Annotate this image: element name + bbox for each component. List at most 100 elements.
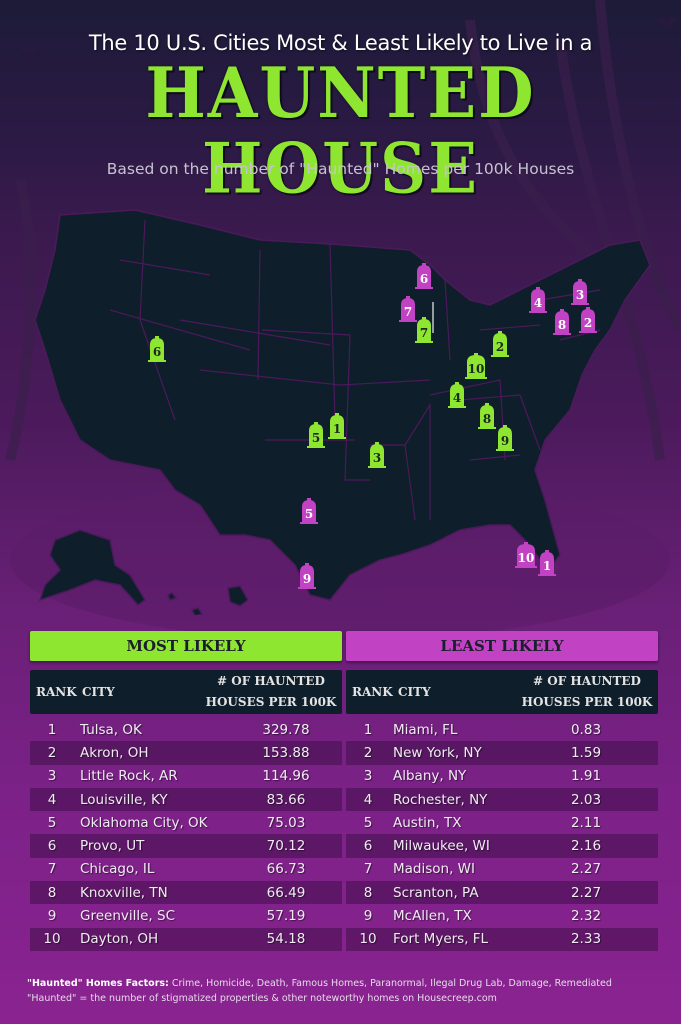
table-row: 8 Scranton, PA 2.27 — [346, 881, 658, 905]
city-cell: McAllen, TX — [393, 908, 472, 925]
rank-cell: 3 — [363, 768, 373, 785]
tombstone-icon — [415, 263, 433, 289]
rank-cell: 10 — [43, 931, 61, 948]
city-cell: Akron, OH — [80, 744, 149, 761]
header-city: CITY — [398, 685, 431, 699]
tombstone-icon — [148, 336, 166, 362]
marker-rank: 10 — [467, 361, 485, 376]
factors-label: "Haunted" Homes Factors: — [27, 978, 169, 989]
value-cell: 329.78 — [262, 721, 310, 738]
city-cell: Rochester, NY — [393, 791, 488, 808]
marker-rank: 8 — [482, 411, 492, 426]
value-cell: 1.59 — [570, 744, 602, 761]
tombstone-marker-least-2: 2 — [579, 307, 597, 333]
city-cell: Chicago, IL — [80, 861, 155, 878]
table-row: 5 Austin, TX 2.11 — [346, 811, 658, 834]
tombstone-icon — [415, 317, 433, 343]
marker-rank: 5 — [311, 430, 321, 445]
tombstone-marker-most-3: 3 — [368, 442, 386, 468]
table-row: 1 Miami, FL 0.83 — [346, 718, 658, 741]
value-cell: 70.12 — [266, 838, 306, 855]
value-cell: 2.16 — [570, 838, 602, 855]
marker-rank: 6 — [419, 271, 429, 286]
factors-note: "Haunted" Homes Factors: Crime, Homicide… — [27, 976, 667, 991]
marker-rank: 2 — [495, 339, 505, 354]
header-count-line1: # OF HAUNTED — [533, 674, 641, 688]
tombstone-marker-least-5: 5 — [300, 498, 318, 524]
table-row: 7 Chicago, IL 66.73 — [30, 858, 342, 881]
rank-cell: 9 — [363, 908, 373, 925]
marker-rank: 10 — [517, 550, 535, 565]
tombstone-icon — [491, 331, 509, 357]
city-cell: Tulsa, OK — [80, 721, 142, 738]
tombstone-marker-most-7: 7 — [415, 317, 433, 343]
city-cell: Scranton, PA — [393, 884, 479, 901]
subtitle: Based on the number of "Haunted" Homes p… — [106, 160, 575, 178]
value-cell: 153.88 — [262, 744, 310, 761]
tombstone-icon — [515, 542, 537, 568]
header-count-line1: # OF HAUNTED — [217, 674, 325, 688]
city-cell: New York, NY — [393, 744, 482, 761]
tombstone-marker-most-8: 8 — [478, 403, 496, 429]
tombstone-icon — [465, 353, 487, 379]
header-count: # OF HAUNTED HOUSES PER 100K — [520, 671, 654, 713]
value-cell: 66.49 — [266, 884, 306, 901]
city-cell: Albany, NY — [393, 768, 467, 785]
header-count-line2: HOUSES PER 100K — [205, 695, 337, 709]
least-likely-rows: 1 Miami, FL 0.83 2 New York, NY 1.59 3 Albany, … — [346, 718, 658, 951]
rank-cell: 3 — [47, 768, 57, 785]
tombstone-icon — [579, 307, 597, 333]
table-row: 7 Madison, WI 2.27 — [346, 858, 658, 881]
marker-rank: 1 — [332, 421, 342, 436]
tombstone-icon — [496, 425, 514, 451]
tombstone-icon — [529, 287, 547, 313]
marker-rank: 8 — [557, 317, 567, 332]
table-row: 5 Oklahoma City, OK 75.03 — [30, 811, 342, 834]
marker-rank: 2 — [583, 315, 593, 330]
marker-rank: 6 — [152, 344, 162, 359]
tombstone-icon — [300, 498, 318, 524]
value-cell: 2.32 — [570, 908, 602, 925]
value-cell: 2.27 — [570, 884, 602, 901]
rank-cell: 2 — [363, 744, 373, 761]
marker-rank: 5 — [304, 506, 314, 521]
rank-cell: 10 — [359, 931, 377, 948]
tombstone-marker-least-10: 10 — [515, 542, 537, 568]
rank-cell: 7 — [47, 861, 57, 878]
table-row: 4 Louisville, KY 83.66 — [30, 787, 342, 812]
tombstone-marker-least-1: 1 — [538, 550, 556, 576]
table-row: 6 Provo, UT 70.12 — [30, 834, 342, 858]
us-map — [34, 209, 651, 615]
tombstone-icon — [368, 442, 386, 468]
city-cell: Greenville, SC — [80, 908, 176, 925]
header-rank: RANK — [36, 685, 77, 699]
rank-cell: 6 — [363, 838, 373, 855]
value-cell: 2.03 — [570, 791, 602, 808]
tombstone-icon — [538, 550, 556, 576]
marker-rank: 7 — [419, 325, 429, 340]
city-cell: Madison, WI — [393, 861, 476, 878]
table-row: 10 Fort Myers, FL 2.33 — [346, 927, 658, 951]
header-city: CITY — [82, 685, 115, 699]
tombstone-icon — [298, 563, 316, 589]
tombstone-marker-most-4: 4 — [448, 382, 466, 408]
value-cell: 0.83 — [570, 721, 602, 738]
most-likely-rows: 1 Tulsa, OK 329.78 2 Akron, OH 153.88 3 Little … — [30, 718, 342, 951]
value-cell: 83.66 — [266, 791, 306, 808]
tombstone-icon — [553, 309, 571, 335]
marker-rank: 4 — [533, 295, 543, 310]
marker-rank: 1 — [542, 558, 552, 573]
marker-rank: 4 — [452, 390, 462, 405]
city-cell: Austin, TX — [393, 814, 462, 831]
table-row: 1 Tulsa, OK 329.78 — [30, 718, 342, 741]
tombstone-marker-most-1: 1 — [328, 413, 346, 439]
footer-notes: "Haunted" Homes Factors: Crime, Homicide… — [27, 976, 667, 1006]
tombstone-marker-least-8: 8 — [553, 309, 571, 335]
marker-rank: 7 — [403, 304, 413, 319]
factors-text: Crime, Homicide, Death, Famous Homes, Pa… — [168, 978, 612, 989]
tombstone-marker-most-9: 9 — [496, 425, 514, 451]
tombstone-marker-least-9: 9 — [298, 563, 316, 589]
tombstone-marker-most-10: 10 — [465, 353, 487, 379]
city-cell: Fort Myers, FL — [393, 931, 489, 948]
